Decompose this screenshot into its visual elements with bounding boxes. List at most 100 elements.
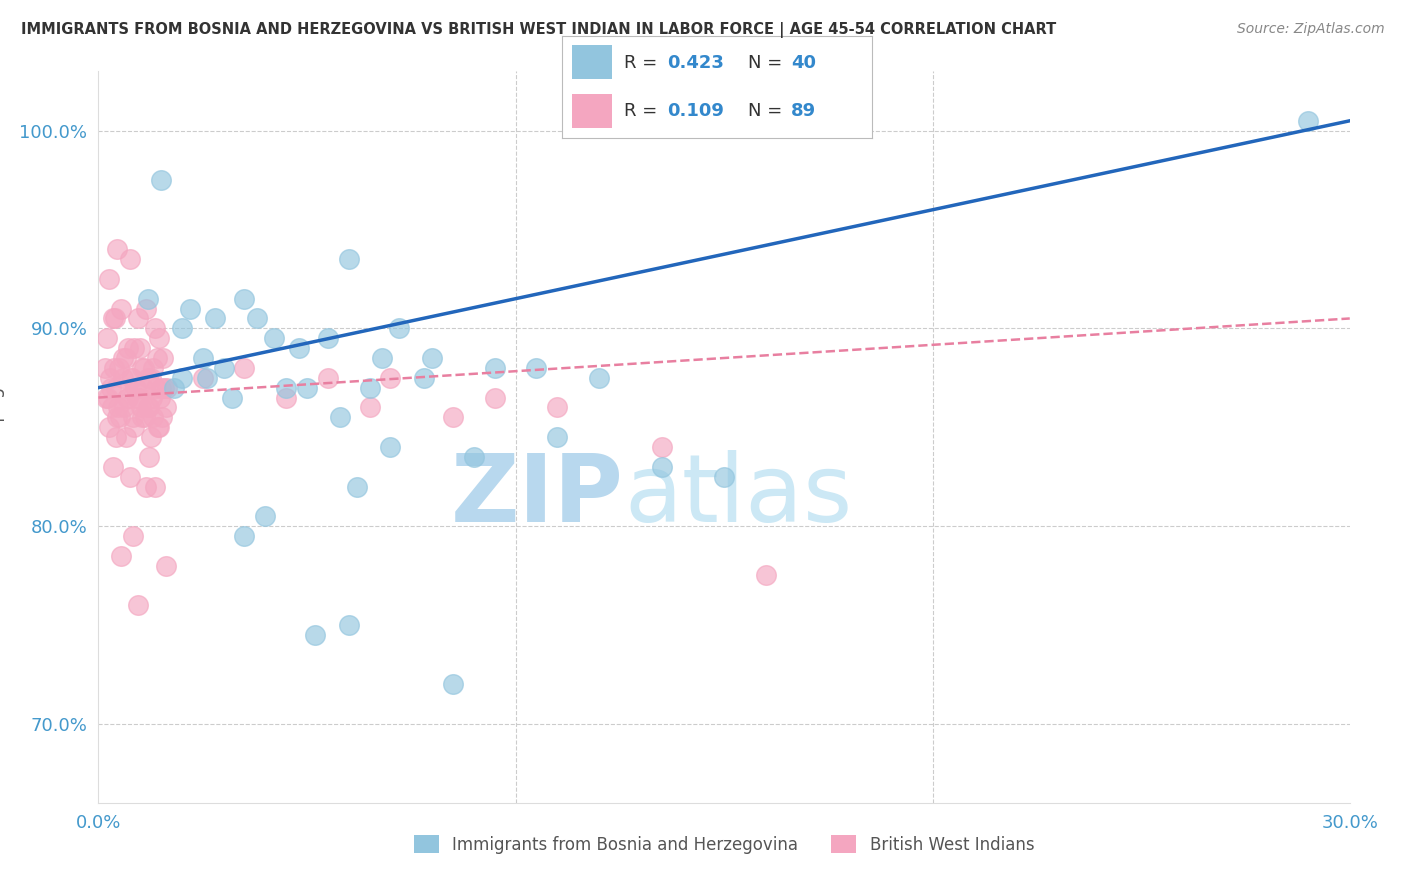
Point: [156, 381, 179, 395]
Text: 40: 40: [792, 54, 817, 72]
Point: [139, 430, 162, 444]
Point: [295, 381, 318, 395]
Point: [100, 381, 122, 395]
Point: [134, 410, 156, 425]
Point: [136, 401, 159, 415]
Point: [546, 430, 568, 444]
Point: [114, 430, 136, 444]
Text: R =: R =: [624, 102, 664, 120]
Point: [105, 410, 128, 425]
Point: [287, 341, 309, 355]
Point: [96, 331, 118, 345]
Text: 0.423: 0.423: [668, 54, 724, 72]
Point: [108, 360, 131, 375]
Point: [121, 529, 143, 543]
Text: Source: ZipAtlas.com: Source: ZipAtlas.com: [1237, 22, 1385, 37]
Point: [212, 360, 235, 375]
Point: [118, 252, 141, 267]
Point: [254, 509, 277, 524]
Point: [138, 450, 160, 464]
Point: [191, 371, 214, 385]
Point: [145, 381, 167, 395]
Point: [146, 420, 169, 434]
Point: [380, 440, 402, 454]
Point: [107, 401, 129, 415]
Point: [274, 381, 298, 395]
Point: [104, 430, 127, 444]
Point: [108, 410, 131, 425]
Point: [588, 371, 610, 385]
Point: [129, 401, 152, 415]
Point: [122, 341, 145, 355]
Point: [359, 381, 381, 395]
Point: [546, 401, 568, 415]
Point: [134, 360, 156, 375]
Point: [129, 341, 152, 355]
Y-axis label: In Labor Force | Age 45-54: In Labor Force | Age 45-54: [0, 318, 6, 557]
Point: [441, 410, 464, 425]
Point: [100, 401, 122, 415]
Point: [105, 242, 128, 256]
Text: N =: N =: [748, 54, 787, 72]
Point: [142, 410, 165, 425]
Point: [101, 459, 124, 474]
Point: [114, 351, 136, 365]
Point: [121, 410, 143, 425]
Point: [128, 391, 150, 405]
Text: 89: 89: [792, 102, 817, 120]
Point: [170, 371, 193, 385]
Point: [120, 371, 142, 385]
Text: IMMIGRANTS FROM BOSNIA AND HERZEGOVINA VS BRITISH WEST INDIAN IN LABOR FORCE | A: IMMIGRANTS FROM BOSNIA AND HERZEGOVINA V…: [21, 22, 1056, 38]
Point: [346, 479, 368, 493]
Point: [359, 401, 381, 415]
Point: [316, 371, 339, 385]
Legend: Immigrants from Bosnia and Herzegovina, British West Indians: Immigrants from Bosnia and Herzegovina, …: [408, 829, 1040, 860]
Point: [104, 381, 127, 395]
Point: [110, 301, 132, 316]
Point: [138, 401, 160, 415]
Point: [138, 292, 160, 306]
Point: [127, 598, 149, 612]
Point: [155, 558, 177, 573]
Point: [191, 351, 214, 365]
Point: [117, 391, 139, 405]
Point: [162, 381, 184, 395]
Point: [135, 301, 157, 316]
Point: [274, 391, 298, 405]
Point: [97, 272, 120, 286]
Point: [125, 381, 148, 395]
Point: [650, 459, 672, 474]
Text: R =: R =: [624, 54, 664, 72]
Point: [146, 351, 169, 365]
Point: [463, 450, 485, 464]
Point: [97, 420, 120, 434]
Point: [329, 410, 352, 425]
Point: [131, 360, 153, 375]
Point: [221, 391, 243, 405]
Point: [195, 371, 218, 385]
Text: ZIP: ZIP: [451, 450, 624, 541]
Point: [110, 549, 132, 563]
Point: [153, 381, 176, 395]
Point: [246, 311, 269, 326]
Point: [149, 391, 172, 405]
Point: [204, 311, 226, 326]
Point: [441, 677, 464, 691]
Point: [484, 360, 506, 375]
Point: [150, 173, 173, 187]
Text: 0.109: 0.109: [668, 102, 724, 120]
Point: [131, 410, 153, 425]
Point: [155, 401, 177, 415]
Point: [141, 391, 163, 405]
Point: [148, 331, 170, 345]
Point: [420, 351, 443, 365]
Bar: [572, 45, 612, 78]
Point: [263, 331, 285, 345]
Point: [150, 381, 173, 395]
Point: [524, 360, 547, 375]
Point: [143, 479, 166, 493]
Point: [179, 301, 201, 316]
Point: [115, 391, 138, 405]
Point: [316, 331, 339, 345]
Point: [713, 469, 735, 483]
